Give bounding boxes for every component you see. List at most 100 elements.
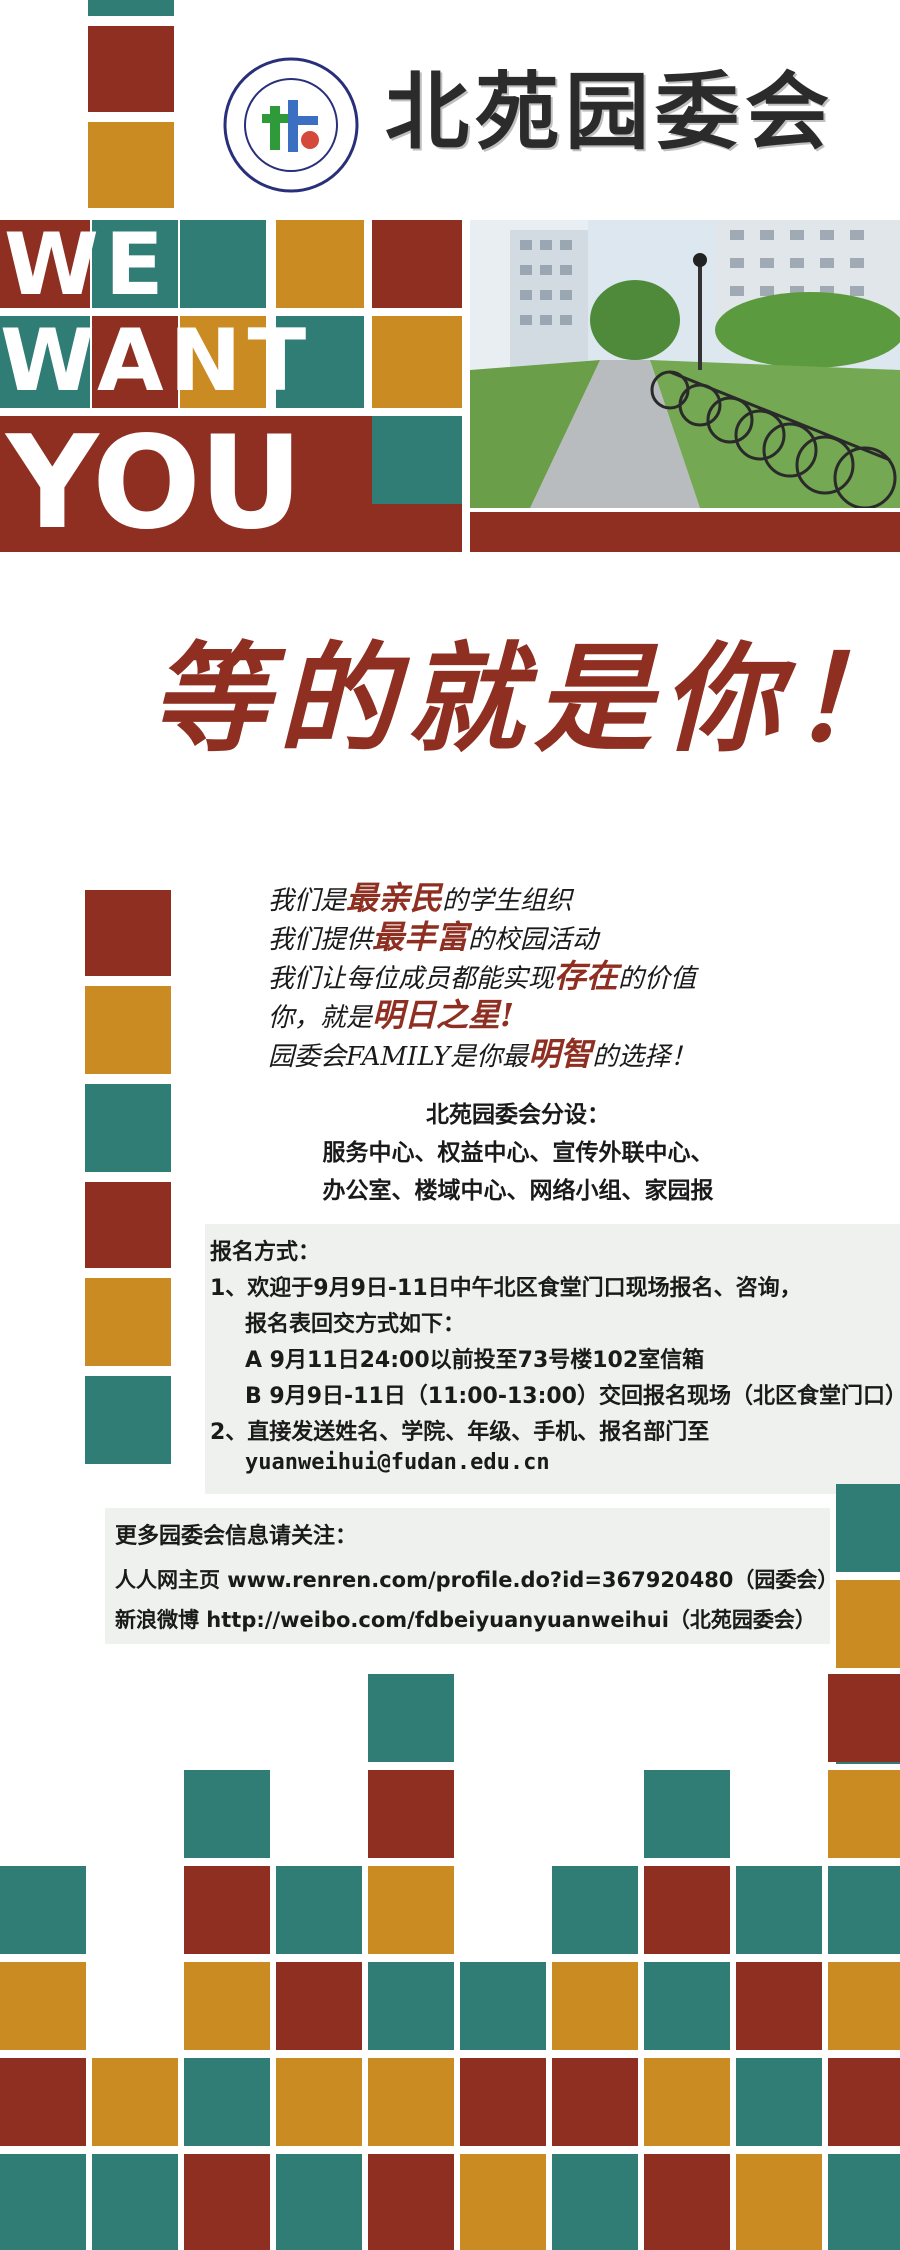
banner-bar (470, 512, 900, 552)
intro-text-part: 我们让每位成员都能实现 (268, 964, 555, 994)
tile (828, 2154, 900, 2250)
tile (644, 2058, 730, 2146)
tile (85, 1376, 171, 1464)
intro-text-part: 我们是 (268, 886, 347, 916)
tile (368, 2058, 454, 2146)
banner-you: YOU (6, 409, 303, 558)
registration-item: 1、欢迎于9月9日-11日中午北区食堂门口现场报名、咨询， (210, 1276, 802, 1301)
banner-we: WE (4, 215, 170, 315)
tile (276, 220, 364, 308)
departments-line: 服务中心、权益中心、宣传外联中心、 (322, 1140, 714, 1166)
tile (184, 2058, 270, 2146)
tile (368, 1770, 454, 1858)
tile (85, 986, 171, 1074)
tile (180, 316, 266, 408)
tile (180, 220, 266, 308)
tile (644, 1770, 730, 1858)
tile (828, 1962, 900, 2050)
tile (836, 1484, 900, 1572)
intro-highlight: 明日之星 (372, 996, 501, 1034)
follow-title: 更多园委会信息请关注： (115, 1524, 358, 1549)
tile (736, 2154, 822, 2250)
intro-line: 你，就是明日之星! (268, 997, 696, 1036)
campus-photo (470, 220, 900, 508)
tile (184, 1962, 270, 2050)
tile (276, 316, 364, 408)
tile (736, 1866, 822, 1954)
tile (184, 1866, 270, 1954)
tile (0, 316, 90, 408)
tile (88, 122, 174, 208)
tile (0, 1962, 86, 2050)
tile (92, 2058, 178, 2146)
intro-highlight: 明智 (528, 1035, 593, 1073)
tile (372, 220, 462, 308)
tile (85, 890, 171, 976)
intro-text-part: 的价值 (618, 964, 697, 994)
tile (85, 1084, 171, 1172)
tile (644, 1866, 730, 1954)
intro-text-part: 的选择！ (592, 1042, 697, 1072)
tile (368, 1962, 454, 2050)
registration-option: A 9月11日24:00以前投至73号楼102室信箱 (245, 1348, 705, 1373)
intro-line: 我们提供最丰富的校园活动 (268, 919, 696, 958)
tile (0, 1866, 86, 1954)
tile (368, 1866, 454, 1954)
intro-text: 我们是最亲民的学生组织 我们提供最丰富的校园活动 我们让每位成员都能实现存在的价… (268, 880, 696, 1075)
intro-highlight: 最丰富 (372, 918, 469, 956)
tile (552, 2058, 638, 2146)
tile (644, 1962, 730, 2050)
intro-line: 我们让每位成员都能实现存在的价值 (268, 958, 696, 997)
tile (828, 1674, 900, 1762)
intro-text-part: 的校园活动 (468, 925, 599, 955)
registration-item: 2、直接发送姓名、学院、年级、手机、报名部门至 (210, 1420, 710, 1445)
intro-text-part: 的学生组织 (442, 886, 573, 916)
intro-text-part: 我们提供 (268, 925, 373, 955)
tile (372, 316, 462, 408)
tile (368, 1674, 454, 1762)
org-logo (223, 57, 359, 193)
tile (828, 1866, 900, 1954)
slogan: 等的就是你！ (150, 629, 900, 768)
tile (85, 1278, 171, 1366)
tile (276, 1962, 362, 2050)
registration-box: 报名方式： 1、欢迎于9月9日-11日中午北区食堂门口现场报名、咨询， 报名表回… (205, 1224, 900, 1494)
weibo-link[interactable]: 新浪微博 http://weibo.com/fdbeiyuanyuanweihu… (115, 1608, 816, 1632)
tile (0, 2058, 86, 2146)
tile (276, 1866, 362, 1954)
exclamation: ! (500, 996, 515, 1034)
tile (644, 2154, 730, 2250)
tile (460, 1962, 546, 2050)
intro-highlight: 最亲民 (346, 879, 443, 917)
renren-link[interactable]: 人人网主页 www.renren.com/profile.do?id=36792… (115, 1568, 839, 1592)
tile (0, 2154, 86, 2250)
tile (276, 2154, 362, 2250)
intro-highlight: 存在 (554, 957, 619, 995)
tile (368, 2154, 454, 2250)
tile (0, 220, 90, 308)
tile (736, 2058, 822, 2146)
tile (92, 2154, 178, 2250)
org-title: 北苑园委会 (385, 62, 836, 161)
departments: 北苑园委会分设： 服务中心、权益中心、宣传外联中心、 办公室、楼域中心、网络小组… (248, 1096, 788, 1210)
tile (552, 1962, 638, 2050)
tile (92, 316, 178, 408)
tile (460, 2154, 546, 2250)
registration-email[interactable]: yuanweihui@fudan.edu.cn (245, 1450, 550, 1475)
follow-box: 更多园委会信息请关注： 人人网主页 www.renren.com/profile… (105, 1508, 838, 1644)
banner-want: WANT (0, 311, 313, 411)
tile (736, 1962, 822, 2050)
registration-option: B 9月9日-11日（11:00-13:00）交回报名现场（北区食堂门口） (245, 1384, 900, 1409)
tile (88, 26, 174, 112)
tile (836, 1580, 900, 1668)
tile (372, 416, 462, 504)
tile (85, 1182, 171, 1268)
tile (460, 2058, 546, 2146)
registration-title: 报名方式： (210, 1240, 321, 1265)
tile (184, 2154, 270, 2250)
intro-line: 我们是最亲民的学生组织 (268, 880, 696, 919)
tile (552, 2154, 638, 2250)
intro-line: 园委会FAMILY是你最明智的选择！ (268, 1036, 696, 1075)
departments-line: 办公室、楼域中心、网络小组、家园报 (322, 1178, 714, 1204)
departments-title: 北苑园委会分设： (426, 1102, 610, 1128)
